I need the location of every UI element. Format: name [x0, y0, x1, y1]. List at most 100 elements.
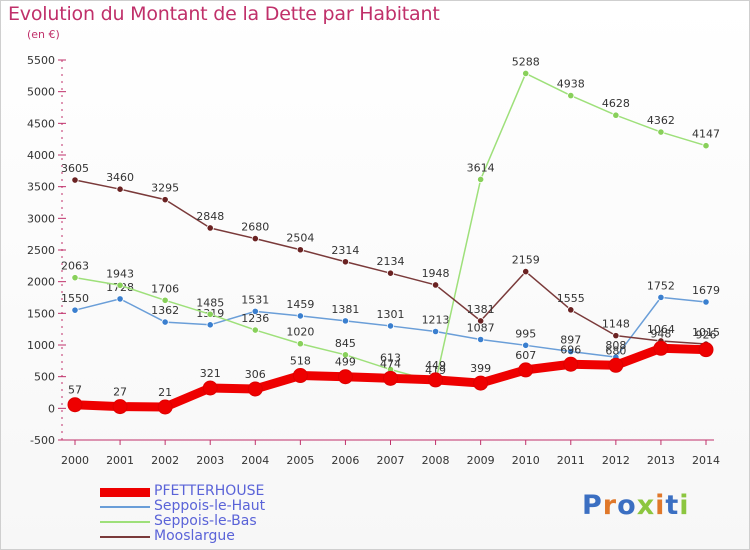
logo-letter: i	[655, 490, 666, 521]
data-label: 1381	[331, 303, 359, 316]
legend-label: Seppois-le-Haut	[154, 498, 266, 514]
logo-letter: P	[582, 490, 603, 521]
data-label: 499	[335, 356, 356, 369]
data-label: 3295	[151, 182, 179, 195]
data-point	[161, 296, 169, 304]
data-label: 897	[560, 334, 581, 347]
data-point	[116, 295, 124, 303]
data-label: 2848	[196, 210, 224, 223]
data-label: 1943	[106, 267, 134, 280]
x-tick-label: 2003	[196, 454, 224, 467]
logo-letter: o	[617, 490, 637, 521]
legend-label: Seppois-le-Bas	[154, 513, 257, 529]
data-point	[71, 306, 79, 314]
data-point	[206, 310, 214, 318]
data-label: 1752	[647, 279, 675, 292]
x-tick-label: 2013	[647, 454, 675, 467]
data-label: 518	[290, 355, 311, 368]
legend-label: Mooslargue	[154, 528, 235, 544]
data-label: 449	[425, 359, 446, 372]
data-label: 1087	[467, 321, 495, 334]
data-point	[341, 258, 350, 266]
legend-label: PFETTERHOUSE	[154, 483, 265, 499]
data-point	[71, 274, 79, 282]
data-point	[386, 269, 395, 277]
data-label: 1459	[286, 298, 314, 311]
data-label: 3460	[106, 171, 134, 184]
data-label: 4628	[602, 97, 630, 110]
data-label: 1301	[377, 308, 405, 321]
data-label: 27	[113, 386, 127, 399]
x-tick-label: 2005	[286, 454, 314, 467]
data-point	[112, 399, 128, 415]
data-point	[522, 341, 530, 349]
data-label: 696	[560, 343, 581, 356]
x-tick-label: 2012	[602, 454, 630, 467]
y-tick-label: 1500	[27, 307, 55, 320]
y-tick-label: 2500	[27, 244, 55, 257]
data-point	[653, 340, 669, 356]
data-label: 1020	[286, 326, 314, 339]
data-point	[251, 326, 259, 334]
logo-letter: t	[665, 490, 680, 521]
logo-letter: x	[636, 490, 656, 521]
data-label: 2314	[331, 244, 359, 257]
data-point	[251, 307, 259, 315]
data-point	[67, 397, 83, 413]
data-point	[247, 381, 263, 397]
data-label: 1148	[602, 318, 630, 331]
x-tick-label: 2011	[557, 454, 585, 467]
data-label: 1948	[422, 267, 450, 280]
x-tick-label: 2002	[151, 454, 179, 467]
proxiti-logo: Proxiti	[582, 490, 690, 521]
data-point	[567, 306, 575, 314]
data-label: 1531	[241, 293, 269, 306]
data-label: 808	[605, 339, 626, 352]
data-label: 2504	[286, 232, 314, 245]
data-point	[296, 246, 304, 254]
data-label: 4362	[647, 114, 675, 127]
data-label: 2159	[512, 254, 540, 267]
data-label: 2063	[61, 260, 89, 273]
data-point	[567, 91, 575, 100]
legend-swatch	[100, 506, 150, 508]
data-point	[431, 281, 440, 289]
series-mooslargue: 3605 3460 3295 2848 2680 2504 2314 2134 1948 1381…	[61, 162, 720, 348]
data-point	[702, 298, 710, 306]
data-label: 1362	[151, 304, 179, 317]
data-point	[698, 342, 714, 358]
legend-swatch	[100, 536, 150, 538]
data-point	[477, 335, 485, 344]
data-point	[161, 196, 169, 204]
y-tick-label: 1000	[27, 339, 55, 352]
data-label: 474	[380, 357, 401, 370]
data-label: 1064	[647, 323, 675, 336]
data-label: 3614	[467, 161, 495, 174]
data-label: 4147	[692, 128, 720, 141]
data-label: 399	[470, 362, 491, 375]
data-label: 1015	[692, 326, 720, 339]
data-point	[657, 293, 665, 301]
data-point	[337, 369, 353, 385]
data-point	[292, 368, 308, 384]
data-point	[71, 176, 79, 184]
data-point	[522, 69, 530, 78]
data-label: 1213	[422, 314, 450, 327]
legend-swatch	[100, 487, 150, 497]
data-label: 926	[696, 329, 717, 342]
data-label: 1381	[467, 303, 495, 316]
series-pfetterhouse: 57 27 21 321 306 518 499 474 449 399 607 696 680 948 9…	[67, 327, 717, 415]
y-tick-label: 3500	[27, 181, 55, 194]
y-tick-label: 2000	[27, 276, 55, 289]
x-tick-label: 2000	[61, 454, 89, 467]
data-point	[612, 111, 620, 119]
y-tick-label: 5500	[27, 54, 55, 67]
data-point	[341, 317, 350, 325]
data-point	[428, 372, 444, 388]
data-label: 845	[335, 337, 356, 350]
data-label: 3605	[61, 162, 89, 175]
data-label: 1706	[151, 282, 179, 295]
y-tick-label: 4500	[27, 117, 55, 130]
data-label: 1236	[241, 312, 269, 325]
